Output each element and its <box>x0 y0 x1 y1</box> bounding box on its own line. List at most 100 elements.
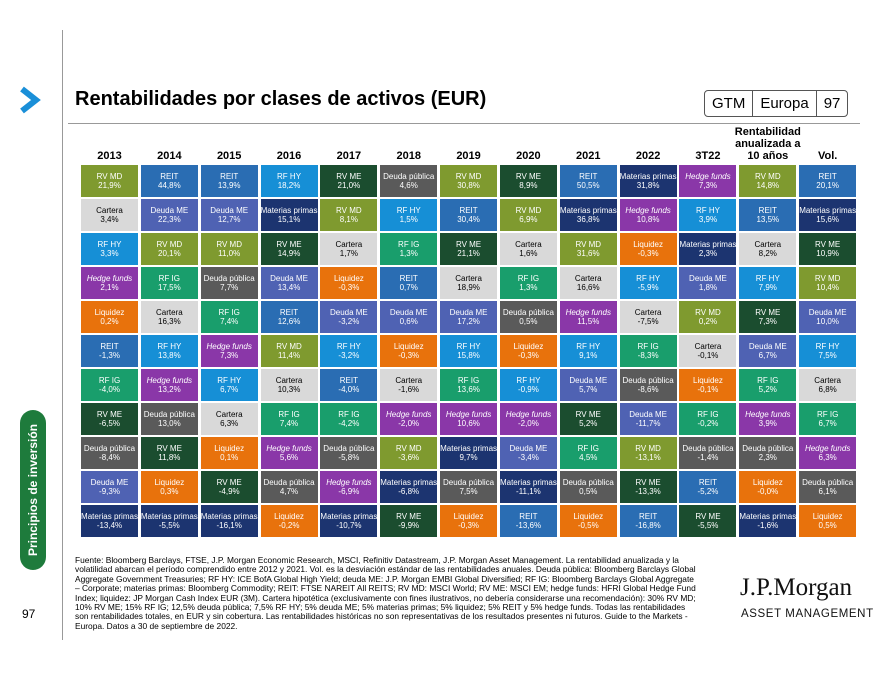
return-value: -8,4% <box>99 453 120 462</box>
asset-class: Deuda ME <box>509 444 548 453</box>
footnote: Fuente: Bloomberg Barclays, FTSE, J.P. M… <box>75 555 696 631</box>
return-value: -1,6% <box>757 521 779 530</box>
asset-class: RF HY <box>815 342 840 351</box>
table-cell: Liquidez 0,3% <box>140 471 198 503</box>
return-value: 10,6% <box>457 419 480 428</box>
asset-class: Liquidez <box>393 342 424 351</box>
return-value: -5,2% <box>697 487 719 496</box>
return-value: -13,3% <box>635 487 661 496</box>
table-cell: REIT -4,0% <box>320 369 378 401</box>
return-value: 7,9% <box>758 283 777 292</box>
table-cell: RV MD 11,4% <box>260 335 318 367</box>
table-cell: Deuda ME 6,7% <box>739 335 797 367</box>
table-cell: Deuda ME 1,8% <box>679 267 737 299</box>
table-cell: RV MD 31,6% <box>559 233 617 265</box>
return-value: 13,4% <box>277 283 301 292</box>
logo: J.P.Morgan <box>740 574 853 601</box>
return-value: -0,3% <box>637 249 659 258</box>
table-cell: RV ME -5,5% <box>679 505 737 537</box>
table-cell: RF IG 5,2% <box>739 369 797 401</box>
asset-class: Deuda ME <box>270 274 308 283</box>
return-value: -13,6% <box>515 521 542 530</box>
return-value: 8,2% <box>758 249 777 258</box>
return-value: 13,6% <box>457 385 480 394</box>
return-value: 5,2% <box>579 419 598 428</box>
return-value: -0,2% <box>278 521 300 530</box>
return-value: 21,0% <box>337 181 361 190</box>
asset-class: Deuda pública <box>742 444 794 453</box>
return-value: 2,3% <box>758 453 777 462</box>
return-value: 11,4% <box>277 351 301 360</box>
table-cell: RV MD 30,8% <box>440 165 498 197</box>
table-cell: Materias primas 9,7% <box>440 437 498 469</box>
table-cell: RV MD 6,9% <box>499 199 557 231</box>
return-value: 7,4% <box>220 317 239 326</box>
table-cell: RF HY 7,5% <box>799 335 857 367</box>
table-cell: Hedge funds -2,0% <box>499 403 557 435</box>
asset-class: RV ME <box>755 308 781 317</box>
table-cell: Deuda pública -1,4% <box>679 437 737 469</box>
return-value: -4,2% <box>338 419 360 428</box>
table-cell: REIT 50,5% <box>559 165 617 197</box>
asset-class: Liquidez <box>274 512 304 521</box>
asset-class: RV ME <box>635 478 661 487</box>
return-value: 6,3% <box>818 453 837 462</box>
return-value: -0,3% <box>338 283 360 292</box>
asset-class: Deuda pública <box>203 274 255 283</box>
return-value: 10,0% <box>816 317 839 326</box>
asset-class: Hedge funds <box>206 342 252 351</box>
asset-class: Deuda ME <box>389 308 428 317</box>
return-value: 6,7% <box>818 419 837 428</box>
asset-class: Cartera <box>275 376 303 385</box>
column-header: 2020 <box>516 150 541 162</box>
table-cell: Cartera 6,3% <box>200 403 258 435</box>
asset-class: Liquidez <box>633 240 664 249</box>
return-value: -7,5% <box>637 317 659 326</box>
table-cell: Deuda ME 0,6% <box>380 301 438 333</box>
asset-class: Deuda ME <box>210 206 249 215</box>
return-value: 36,8% <box>576 215 600 224</box>
asset-class: RV MD <box>754 172 781 181</box>
return-value: 3,9% <box>758 419 777 428</box>
table-cell: Cartera 16,3% <box>140 301 198 333</box>
return-value: 1,3% <box>399 249 418 258</box>
return-value: 4,7% <box>279 487 299 496</box>
asset-class: Cartera <box>574 274 602 283</box>
return-value: 0,5% <box>519 317 538 326</box>
asset-class: Materias primas <box>559 206 617 215</box>
return-value: 1,3% <box>519 283 538 292</box>
table-cell: Liquidez 0,5% <box>799 505 857 537</box>
table-cell: RF HY -5,9% <box>619 267 677 299</box>
return-value: -16,8% <box>635 521 661 530</box>
asset-class: RF IG <box>757 376 779 385</box>
asset-class: Cartera <box>814 376 841 385</box>
return-value: -5,8% <box>338 453 360 462</box>
asset-class: RF IG <box>637 342 659 351</box>
asset-class: RF HY <box>336 342 361 351</box>
asset-class: Deuda ME <box>689 274 727 283</box>
table-cell: Hedge funds 3,9% <box>739 403 797 435</box>
table-cell: Deuda ME -3,2% <box>320 301 378 333</box>
table-cell: Hedge funds -6,9% <box>320 471 378 503</box>
return-value: 15,6% <box>816 215 839 224</box>
section-badge: Principios de inversión <box>20 410 46 570</box>
return-value: -3,6% <box>398 453 420 462</box>
asset-class: REIT <box>100 342 119 351</box>
return-value: 15,1% <box>277 215 301 224</box>
table-cell: RV ME -6,5% <box>81 403 138 435</box>
asset-class: RF HY <box>396 206 421 215</box>
table-cell: RF IG 17,5% <box>140 267 198 299</box>
table-cell: RF IG -4,2% <box>320 403 378 435</box>
asset-class: Cartera <box>395 376 423 385</box>
divider <box>68 123 860 124</box>
asset-class: Materias primas <box>440 444 498 453</box>
asset-class: REIT <box>220 172 239 181</box>
asset-class: Deuda ME <box>629 410 667 419</box>
asset-class: RF IG <box>158 274 181 283</box>
asset-class: Materias primas <box>200 512 258 521</box>
return-value: -16,1% <box>216 521 242 530</box>
return-value: -9,3% <box>99 487 120 496</box>
asset-class: RV ME <box>396 512 422 521</box>
return-value: 0,3% <box>160 487 179 496</box>
